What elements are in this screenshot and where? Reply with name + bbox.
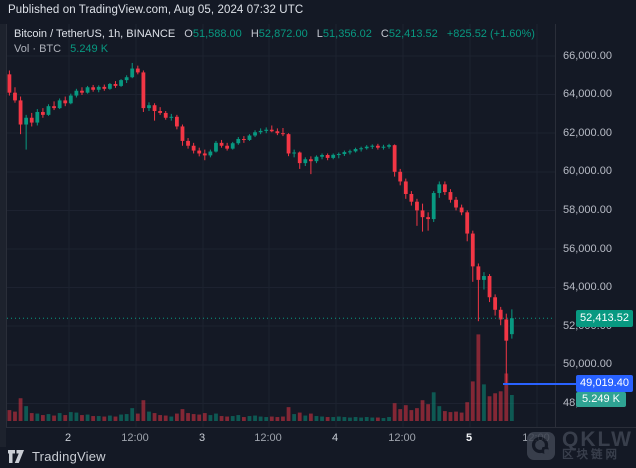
qklw-logo-icon [527,432,555,460]
tradingview-brand-text: TradingView [32,449,106,464]
price-scale[interactable]: 66,000.00 64,000.00 62,000.00 60,000.00 58,0… [555,24,636,427]
price-axis-label: 54,000.00 [563,281,612,294]
open-key: O [184,28,193,40]
price-axis-label: 66,000.00 [563,49,612,62]
change-value: +825.52 (+1.60%) [446,28,535,40]
symbol-title: Bitcoin / TetherUS, 1h, BINANCE [14,28,176,40]
qklw-subtitle: 区块链网 [562,449,620,461]
price-axis-label: 58,000.00 [563,203,612,216]
volume-label: Vol · BTC [14,43,62,55]
tradingview-attribution[interactable]: TradingView [8,449,106,464]
left-gutter [0,24,6,447]
candlestick-chart[interactable] [7,24,556,427]
price-axis-label: 60,000.00 [563,165,612,178]
low-key: L [316,28,323,40]
last-price-badge: 52,413.52 [576,309,633,327]
time-axis-label: 4 [331,432,339,444]
price-axis-label: 50,000.00 [563,358,612,371]
high-value: 52,872.00 [258,28,308,40]
published-bar: Published on TradingView.com, Aug 05, 20… [8,4,304,16]
alert-price-line[interactable] [503,382,578,385]
time-axis-label: 12:00 [388,432,416,444]
high-key: H [250,28,259,40]
close-key: C [380,28,389,40]
volume-value: 5.249 K [70,43,109,55]
ohlc-row: Bitcoin / TetherUS, 1h, BINANCE O51,588.… [14,28,535,40]
symbol-legend: Bitcoin / TetherUS, 1h, BINANCE O51,588.… [14,28,535,55]
qklw-title: QKLW [562,428,633,451]
price-axis-label: 64,000.00 [563,88,612,101]
tradingview-logo-icon [8,450,24,463]
price-axis-label: 56,000.00 [563,242,612,255]
time-axis-label: 12:00 [254,432,282,444]
qklw-watermark: QKLW 区块链网 [526,428,633,461]
time-axis-label: 2 [64,432,72,444]
price-axis-label: 62,000.00 [563,126,612,139]
time-axis-label: 12:00 [121,432,149,444]
qklw-watermark-text: QKLW 区块链网 [562,428,633,461]
time-axis-label: 5 [465,432,473,444]
chart-pane[interactable] [6,24,556,427]
alert-price-badge: 49,019.40 [576,375,633,393]
close-value: 52,413.52 [388,28,438,40]
open-value: 51,588.00 [192,28,242,40]
low-value: 51,356.02 [322,28,372,40]
volume-row: Vol · BTC 5.249 K [14,43,535,55]
volume-badge: 5.249 K [576,392,626,408]
time-axis-label: 3 [198,432,206,444]
